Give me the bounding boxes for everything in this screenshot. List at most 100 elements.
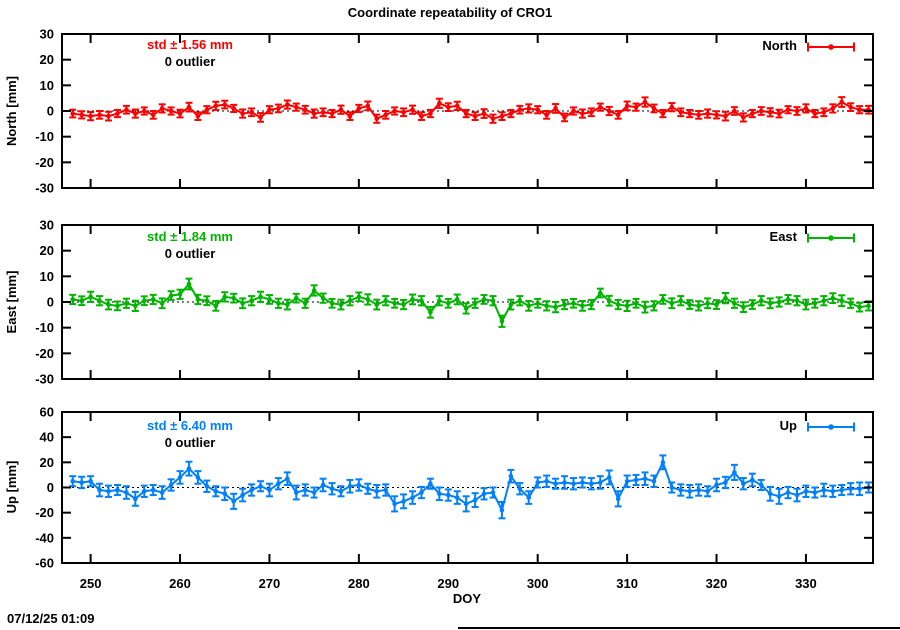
data-point-marker (669, 485, 675, 490)
data-point-marker (499, 507, 505, 513)
data-point-marker (428, 481, 433, 487)
data-point-marker (633, 477, 639, 483)
data-point-marker (293, 490, 299, 495)
data-point-marker (204, 483, 210, 489)
data-point-marker (794, 298, 800, 304)
data-point-marker (356, 106, 362, 111)
up-std-label: std ± 6.40 mm (147, 418, 233, 433)
data-point-marker (589, 109, 594, 115)
y-axis-tick-label: -30 (35, 372, 54, 387)
data-point-marker (356, 294, 362, 300)
data-point-marker (642, 476, 648, 481)
data-point-marker (168, 108, 174, 114)
x-axis-tick-label: 280 (348, 576, 370, 591)
y-axis-tick-label: -10 (35, 320, 54, 335)
data-point-marker (624, 478, 630, 484)
data-point-marker (133, 496, 138, 502)
data-point-marker (678, 298, 684, 304)
data-point-marker (669, 104, 675, 110)
data-point-marker (651, 303, 657, 309)
data-point-marker (302, 487, 308, 493)
data-point-marker (651, 106, 657, 111)
data-point-marker (696, 112, 701, 118)
data-point-marker (589, 481, 594, 487)
data-point-marker (410, 107, 415, 113)
bottom-border-line (458, 627, 900, 629)
data-point-marker (705, 488, 710, 494)
data-point-marker (374, 116, 380, 121)
data-point-marker (553, 481, 558, 487)
data-point-marker (204, 107, 210, 113)
data-point-marker (141, 298, 147, 304)
data-point-marker (293, 104, 299, 110)
y-axis-tick-label: 0 (47, 104, 54, 119)
data-point-marker (481, 111, 487, 116)
legend-sample-svg (807, 422, 855, 432)
x-axis-tick-label: 320 (706, 576, 728, 591)
east-outlier-label: 0 outlier (164, 246, 216, 261)
data-point-marker (508, 473, 514, 479)
data-point-marker (535, 480, 540, 485)
data-point-marker (311, 490, 317, 495)
data-point-marker (517, 298, 523, 304)
data-point-marker (696, 303, 701, 309)
data-point-marker (276, 300, 281, 306)
data-point-marker (401, 109, 406, 115)
data-point-marker (785, 297, 791, 302)
data-point-marker (741, 304, 746, 310)
data-point-marker (88, 478, 93, 484)
data-point-marker (88, 113, 93, 119)
data-point-marker (714, 112, 719, 118)
data-point-marker (580, 111, 585, 116)
data-point-marker (499, 318, 505, 324)
up-outlier-label: 0 outlier (164, 435, 216, 450)
north-std-label: std ± 1.56 mm (147, 37, 233, 52)
y-axis-tick-label: 30 (40, 27, 54, 42)
data-point-marker (231, 295, 236, 301)
data-point-marker (830, 488, 836, 494)
data-point-marker (499, 113, 505, 119)
data-point-marker (285, 302, 290, 307)
data-point-marker (177, 111, 183, 116)
data-point-marker (231, 499, 236, 504)
data-point-marker (445, 300, 451, 306)
data-point-marker (338, 302, 344, 307)
data-point-marker (606, 108, 612, 114)
data-point-marker (186, 104, 192, 110)
data-point-marker (249, 487, 254, 493)
east-legend-label: East (769, 229, 797, 244)
data-point-marker (177, 475, 183, 480)
data-point-marker (222, 294, 228, 300)
data-point-marker (723, 480, 728, 485)
data-point-marker (821, 109, 827, 115)
data-point-marker (705, 111, 710, 116)
data-point-marker (133, 111, 138, 116)
data-point-marker (97, 298, 102, 304)
data-point-marker (285, 476, 290, 481)
data-point-marker (830, 295, 836, 301)
data-point-marker (79, 298, 84, 304)
data-point-marker (803, 302, 809, 307)
data-point-marker (410, 495, 415, 500)
data-point-marker (562, 302, 567, 307)
data-point-marker (410, 297, 415, 302)
data-point-marker (723, 295, 728, 301)
data-point-marker (141, 108, 147, 114)
data-point-marker (597, 480, 603, 485)
data-point-marker (428, 309, 433, 315)
data-point-marker (758, 108, 764, 114)
data-point-marker (606, 475, 612, 480)
east-plot: 30 20 10 0 -10 -20 -30 (35, 218, 874, 387)
data-point-marker (776, 494, 782, 499)
data-point-marker (320, 295, 326, 301)
x-axis-title: DOY (452, 591, 482, 606)
data-point-marker (741, 115, 746, 120)
data-point-marker (490, 490, 496, 495)
north-outlier-label: 0 outlier (164, 54, 216, 69)
data-point-marker (669, 300, 675, 306)
data-point-marker (365, 103, 371, 109)
data-point-marker (285, 102, 290, 107)
data-point-marker (240, 111, 245, 116)
data-point-marker (106, 488, 111, 494)
data-point-marker (445, 104, 451, 110)
